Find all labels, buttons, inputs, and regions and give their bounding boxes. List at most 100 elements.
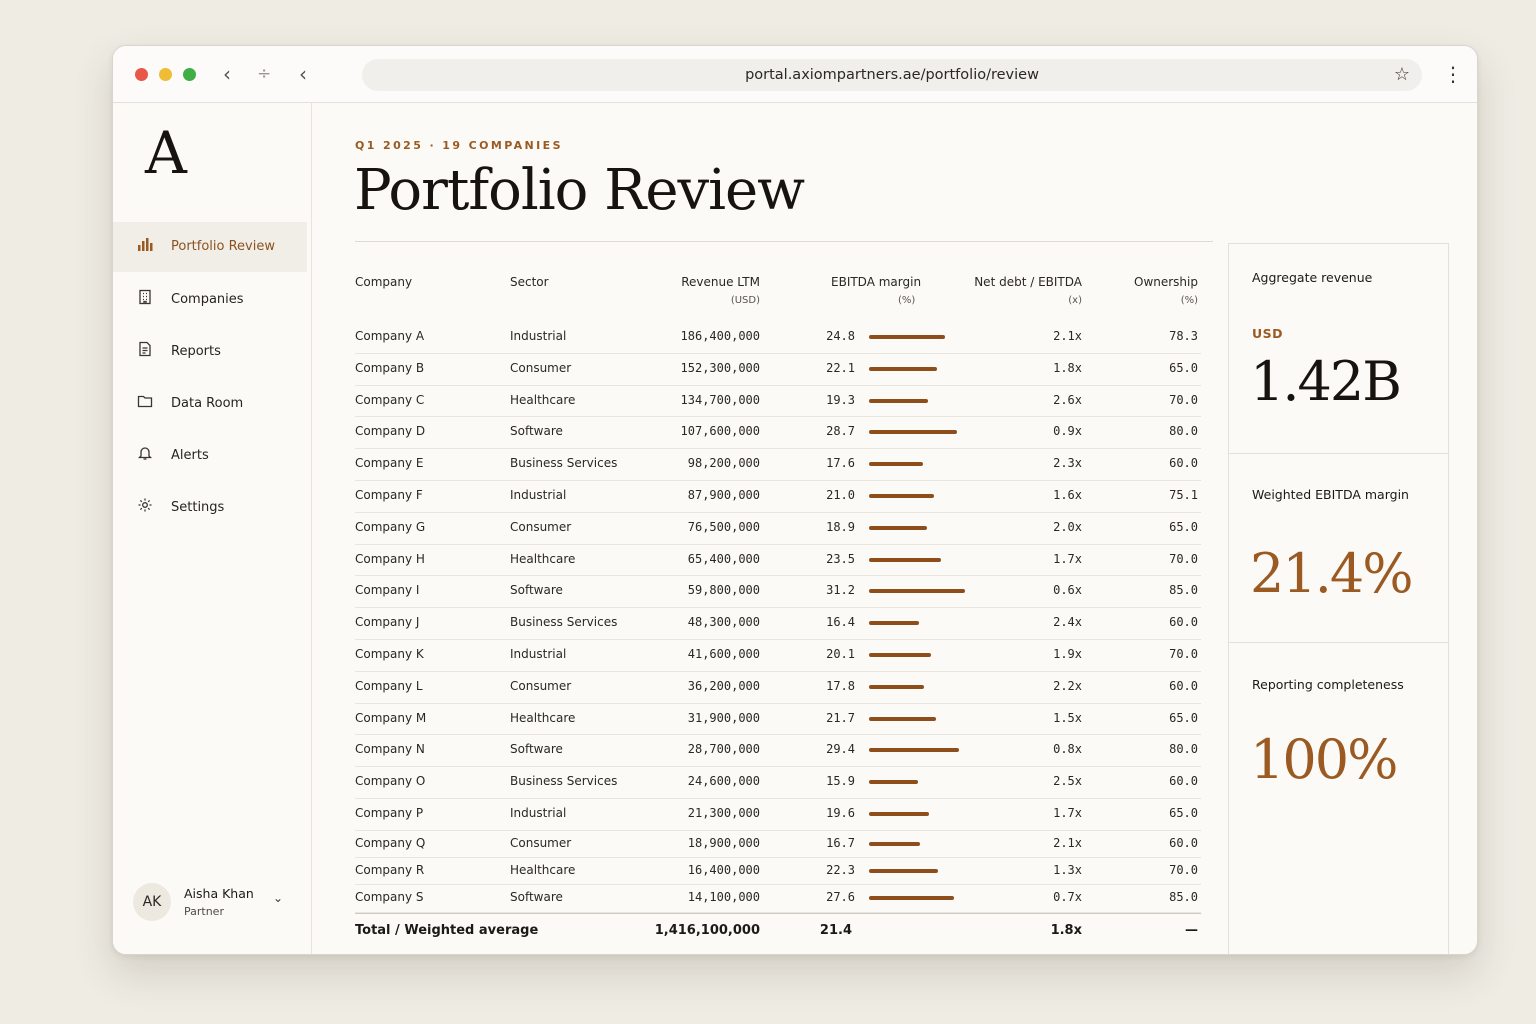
table-row[interactable]: Company A Industrial 186,400,000 24.8 2.1x 78… [355,321,1201,354]
column-header-ownership[interactable]: Ownership [1134,275,1198,289]
sidebar-item-data-room[interactable]: Data Room [113,379,307,429]
sidebar-item-settings[interactable]: Settings [113,483,307,533]
cell-sector: Industrial [510,806,567,820]
table-row[interactable]: Company K Industrial 41,600,000 20.1 1.9x 70.… [355,639,1201,672]
cell-ebitda-margin: 19.6 [826,806,855,820]
address-url[interactable]: portal.axiompartners.ae/portfolio/review [745,67,1039,83]
divide-icon[interactable]: ÷ [257,64,272,84]
back-chevron-icon[interactable]: ‹ [299,62,307,86]
more-options-icon[interactable]: ⋮ [1443,62,1463,86]
column-header-revenue[interactable]: Revenue LTM [681,275,760,289]
chevron-down-icon[interactable]: ⌄ [273,891,284,905]
table-row[interactable]: Company P Industrial 21,300,000 19.6 1.7x 65.… [355,798,1201,831]
column-header-sector[interactable]: Sector [510,275,549,289]
title-divider [355,241,1213,242]
ebitda-margin-bar [869,748,959,753]
table-row[interactable]: Company H Healthcare 65,400,000 23.5 1.7x 70.… [355,544,1201,577]
table-row[interactable]: Company C Healthcare 134,700,000 19.3 2.6x 70… [355,385,1201,418]
total-row: Total / Weighted average 1,416,100,000 21.… [355,920,1201,944]
column-header-net-debt[interactable]: Net debt / EBITDA [974,275,1082,289]
table-row[interactable]: Company D Software 107,600,000 28.7 0.9x 80.0 [355,416,1201,450]
minimize-window-button[interactable] [159,68,172,81]
table-row[interactable]: Company R Healthcare 16,400,000 22.3 1.3x 70.… [355,857,1201,886]
sidebar-item-reports[interactable]: Reports [113,327,307,377]
cell-sector: Software [510,890,563,905]
table-row[interactable]: Company G Consumer 76,500,000 18.9 2.0x 65.0 [355,512,1201,545]
cell-ownership: 60.0 [1169,774,1198,789]
column-header-company[interactable]: Company [355,275,413,289]
cell-company: Company F [355,488,423,502]
cell-ownership: 80.0 [1169,742,1198,757]
cell-ownership: 75.1 [1169,488,1198,502]
table-row[interactable]: Company M Healthcare 31,900,000 21.7 1.5x 65.… [355,703,1201,736]
cell-ebitda-margin: 31.2 [826,583,855,598]
table-row[interactable]: Company L Consumer 36,200,000 17.8 2.2x 60.0 [355,671,1201,704]
logo[interactable]: A [145,119,187,187]
total-divider [355,912,1201,914]
column-unit-ebitda-margin: (%) [898,295,916,306]
cell-ownership: 70.0 [1169,647,1198,661]
sidebar-item-label: Companies [171,292,244,307]
column-unit-ownership: (%) [1180,295,1198,306]
cell-ownership: 78.3 [1169,329,1198,343]
table-row[interactable]: Company J Business Services 48,300,000 16.4… [355,607,1201,640]
cell-sector: Business Services [510,615,618,630]
table-row[interactable]: Company N Software 28,700,000 29.4 0.8x 80.0 [355,734,1201,768]
cell-company: Company G [355,519,426,534]
cell-revenue: 134,700,000 [680,392,760,407]
cell-ebitda-margin: 16.4 [826,615,855,630]
cell-sector: Software [510,424,563,439]
table-row[interactable]: Company E Business Services 98,200,000 17.6… [355,448,1201,481]
sidebar-item-label: Data Room [171,396,244,411]
maximize-window-button[interactable] [183,68,196,81]
cell-ebitda-margin: 18.9 [826,519,855,534]
sidebar-item-companies[interactable]: Companies [113,275,307,325]
cell-revenue: 87,900,000 [687,488,760,502]
avatar[interactable]: AK [133,883,171,921]
cell-net-debt: 0.6x [1053,583,1082,598]
cell-revenue: 36,200,000 [687,678,760,693]
cell-ownership: 70.0 [1169,863,1198,878]
cell-ebitda-margin: 21.0 [826,488,855,502]
cell-net-debt: 1.5x [1053,710,1082,725]
table-row[interactable]: Company I Software 59,800,000 31.2 0.6x 85.0 [355,575,1201,609]
cell-net-debt: 2.5x [1053,774,1082,789]
building-icon [135,289,155,309]
cell-ownership: 80.0 [1169,424,1198,439]
ebitda-margin-bar [869,841,920,846]
ebitda-margin-bar [869,812,929,816]
table-row[interactable]: Company B Consumer 152,300,000 22.1 1.8x 65.0 [355,353,1201,386]
ebitda-margin-bar [869,525,927,530]
sidebar-item-alerts[interactable]: Alerts [113,431,307,481]
table-row[interactable]: Company O Business Services 24,600,000 15.9… [355,766,1201,799]
table-row[interactable]: Company F Industrial 87,900,000 21.0 1.6x 75.… [355,480,1201,513]
cell-sector: Consumer [510,519,572,534]
column-header-ebitda-margin[interactable]: EBITDA margin [831,275,922,289]
table-row[interactable]: Company S Software 14,100,000 27.6 0.7x 85.0 [355,884,1201,913]
column-unit-revenue: (USD) [730,295,760,306]
ebitda-margin-bar [869,557,941,562]
back-arrow-icon[interactable]: ‹ [223,62,231,86]
sidebar-item-portfolio-review[interactable]: Portfolio Review [113,222,307,272]
cell-company: Company J [355,615,420,630]
card-weighted-ebitda-margin: Weighted EBITDA margin 21.4% [1229,454,1448,643]
cell-company: Company I [355,583,420,598]
ebitda-margin-bar [869,366,937,371]
cell-company: Company A [355,329,425,343]
cell-ebitda-margin: 17.6 [826,456,855,471]
cell-sector: Industrial [510,647,567,661]
cell-company: Company O [355,774,426,789]
cell-company: Company E [355,456,424,471]
cell-revenue: 107,600,000 [680,424,760,439]
cell-revenue: 18,900,000 [687,835,760,850]
cell-ebitda-margin: 24.8 [826,329,855,343]
cell-ebitda-margin: 19.3 [826,392,855,407]
cell-company: Company C [355,392,425,407]
address-bar[interactable]: portal.axiompartners.ae/portfolio/review… [362,59,1422,91]
table-row[interactable]: Company Q Consumer 18,900,000 16.7 2.1x 60.0 [355,830,1201,859]
bookmark-star-icon[interactable]: ☆ [1393,64,1410,85]
cell-ownership: 60.0 [1169,615,1198,630]
cell-company: Company R [355,863,425,878]
user-menu[interactable]: AK Aisha Khan Partner ⌄ [133,883,303,923]
close-window-button[interactable] [135,68,148,81]
